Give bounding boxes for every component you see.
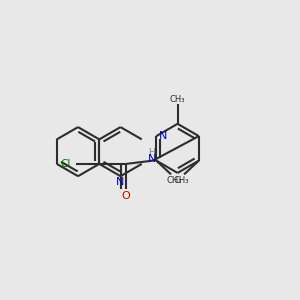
Text: O: O [122, 191, 130, 201]
Text: Cl: Cl [61, 159, 71, 169]
Text: H: H [148, 148, 155, 157]
Text: N: N [116, 177, 125, 187]
Text: N: N [159, 131, 168, 141]
Text: CH₃: CH₃ [173, 176, 189, 185]
Text: CH₃: CH₃ [167, 176, 182, 185]
Text: CH₃: CH₃ [170, 95, 185, 104]
Text: N: N [148, 154, 157, 164]
